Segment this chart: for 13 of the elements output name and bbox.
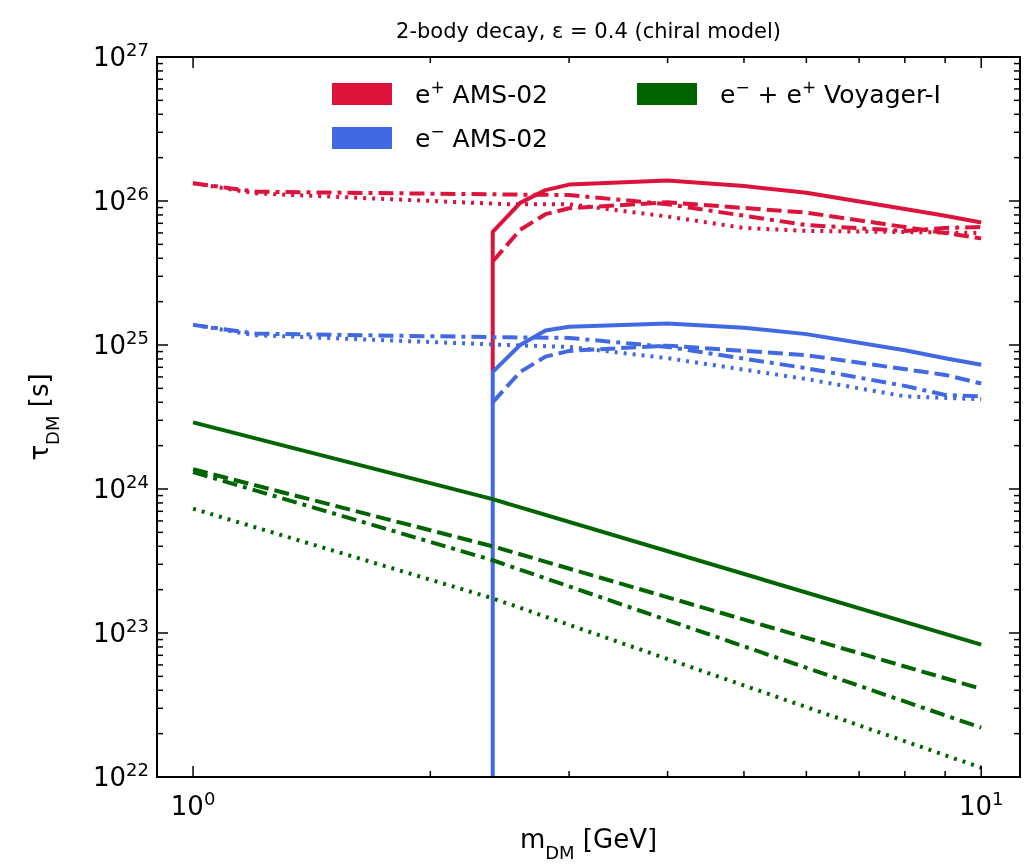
legend-label: e$^{−}$ + e$^{+}$ Voyager-I bbox=[720, 77, 941, 109]
y-tick-label: 10$^{27}$ bbox=[93, 38, 149, 72]
x-tick-label: 10$^{0}$ bbox=[170, 787, 216, 821]
x-tick-label: 10$^{1}$ bbox=[958, 787, 1004, 821]
y-tick-label: 10$^{25}$ bbox=[93, 326, 149, 360]
legend-label: e$^{+}$ AMS-02 bbox=[415, 77, 548, 109]
x-axis-title: m$_{DM}$ [GeV] bbox=[519, 824, 658, 863]
y-tick-label: 10$^{22}$ bbox=[93, 758, 149, 792]
y-tick-label: 10$^{24}$ bbox=[93, 470, 149, 504]
chart-title: 2-body decay, ε = 0.4 (chiral model) bbox=[396, 19, 781, 43]
legend-label: e$^{−}$ AMS-02 bbox=[415, 121, 548, 153]
y-tick-label: 10$^{26}$ bbox=[93, 182, 149, 216]
y-tick-label: 10$^{23}$ bbox=[93, 614, 149, 648]
